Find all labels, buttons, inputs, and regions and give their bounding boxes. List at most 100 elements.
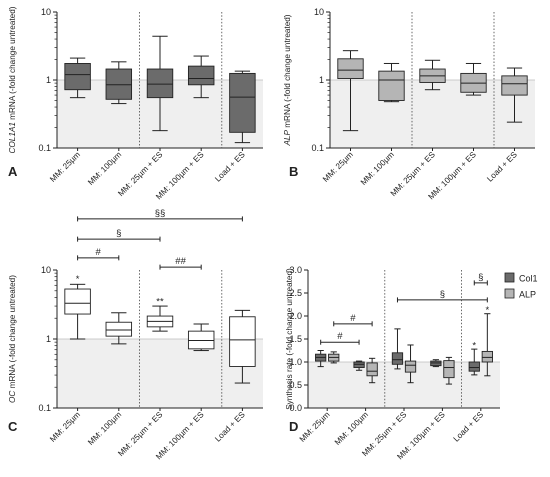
box-iqr	[337, 58, 364, 80]
x-tick-label: MM: 100µm	[86, 410, 123, 447]
y-tick-label: 0.1	[311, 143, 324, 153]
box-plot	[366, 357, 378, 384]
bracket-label: §	[440, 289, 445, 300]
box-iqr	[187, 65, 215, 86]
box-iqr	[229, 316, 256, 367]
box-plot	[419, 59, 446, 91]
y-tick-label: 0.1	[38, 143, 51, 153]
panel-letter: A	[8, 164, 18, 179]
bracket-label: #	[350, 313, 356, 324]
significance-marker: *	[472, 341, 476, 352]
box-plot	[187, 323, 215, 352]
bracket-label: ##	[175, 256, 186, 267]
bracket-label: #	[96, 247, 102, 258]
y-axis-label-gene: OC	[8, 391, 17, 403]
panel-letter: C	[8, 419, 18, 434]
legend-swatch	[504, 288, 515, 299]
box-plot	[146, 305, 174, 332]
panel-letter: B	[289, 164, 298, 179]
y-tick-label: 0.5	[289, 380, 302, 390]
y-tick-label: 1	[46, 334, 51, 344]
box-iqr	[366, 362, 378, 377]
box-iqr	[481, 350, 493, 363]
x-tick-label: MM: 25µm	[48, 410, 82, 444]
box-iqr	[146, 68, 174, 99]
legend: Col1 ALP	[504, 272, 538, 300]
y-tick-label: 2.0	[289, 311, 302, 321]
box-plot	[105, 312, 133, 345]
box-iqr	[404, 360, 417, 373]
box-plot	[460, 62, 487, 96]
panel-D: 0.00.51.01.52.02.53.0MM: 25µm MM: 100µmMM…	[285, 265, 538, 461]
y-tick-label: 10	[41, 265, 51, 275]
y-axis-label-gene: ALP	[283, 130, 292, 147]
x-tick-label: Load + ES	[213, 150, 247, 184]
box-iqr	[378, 70, 405, 101]
x-tick-label: Load + ES	[485, 150, 519, 184]
box-plot	[378, 62, 405, 103]
box-plot	[430, 359, 442, 368]
legend-swatch	[504, 272, 515, 283]
box-iqr	[105, 68, 133, 100]
box-iqr	[501, 75, 528, 96]
box-plot	[337, 50, 364, 132]
x-tick-label: MM: 100µm	[86, 150, 123, 187]
shaded-below-baseline	[330, 80, 535, 148]
bracket-label: §	[478, 272, 483, 283]
box-plot	[64, 57, 91, 99]
y-tick-label: 1.5	[289, 334, 302, 344]
x-tick-label: MM: 25µm	[298, 410, 332, 444]
y-axis-label-unit: mRNA (-fold change untreated)	[283, 14, 292, 130]
box-plot	[64, 283, 91, 340]
y-tick-label: 1	[46, 75, 51, 85]
box-plot	[229, 70, 256, 144]
y-tick-label: 1	[319, 75, 324, 85]
box-plot	[315, 350, 327, 368]
box-iqr	[468, 361, 480, 372]
box-plot	[353, 360, 365, 371]
significance-marker: *	[76, 274, 80, 285]
box-plot	[443, 356, 455, 385]
y-tick-label: 1.0	[289, 357, 302, 367]
significance-marker: **	[156, 297, 164, 308]
box-iqr	[443, 360, 455, 379]
box-plot	[328, 351, 340, 364]
box-plot	[146, 35, 174, 132]
shaded-below-baseline	[57, 339, 263, 408]
y-axis-label-unit: mRNA (-fold change untreated)	[8, 6, 17, 122]
y-axis-label: ALP mRNA (-fold change untreated)	[283, 14, 292, 146]
box-plot	[187, 55, 215, 99]
significance-marker: *	[485, 305, 489, 316]
y-axis-label-gene: COL1A1	[8, 122, 17, 153]
y-tick-label: 10	[41, 7, 51, 17]
shaded-below-baseline	[308, 362, 500, 408]
box-plot	[468, 348, 480, 376]
box-plot	[404, 344, 417, 384]
y-tick-label: 3.0	[289, 265, 302, 275]
y-axis-label: Synthesis rate (-fold change untreated)	[285, 268, 294, 410]
box-plot	[229, 309, 256, 384]
y-tick-label: 0.0	[289, 403, 302, 413]
box-plot	[391, 328, 404, 370]
box-plot	[105, 61, 133, 105]
y-axis-label: COL1A1 mRNA (-fold change untreated)	[8, 6, 17, 153]
box-plot	[481, 313, 493, 377]
legend-label: Col1	[519, 274, 538, 284]
legend-label: ALP	[519, 290, 536, 300]
box-iqr	[64, 63, 91, 91]
x-tick-label: MM: 100µm	[359, 150, 396, 187]
y-axis-label-unit: mRNA (-fold change untreated)	[8, 275, 17, 391]
box-iqr	[64, 288, 91, 315]
x-tick-label: MM: 25µm	[48, 150, 82, 184]
x-tick-label: MM: 100µm	[333, 410, 370, 447]
y-tick-label: 10	[314, 7, 324, 17]
x-tick-label: MM: 25µm	[321, 150, 355, 184]
box-iqr	[391, 352, 404, 365]
panel-letter: D	[289, 419, 298, 434]
box-iqr	[105, 321, 133, 337]
y-tick-label: 0.1	[38, 403, 51, 413]
